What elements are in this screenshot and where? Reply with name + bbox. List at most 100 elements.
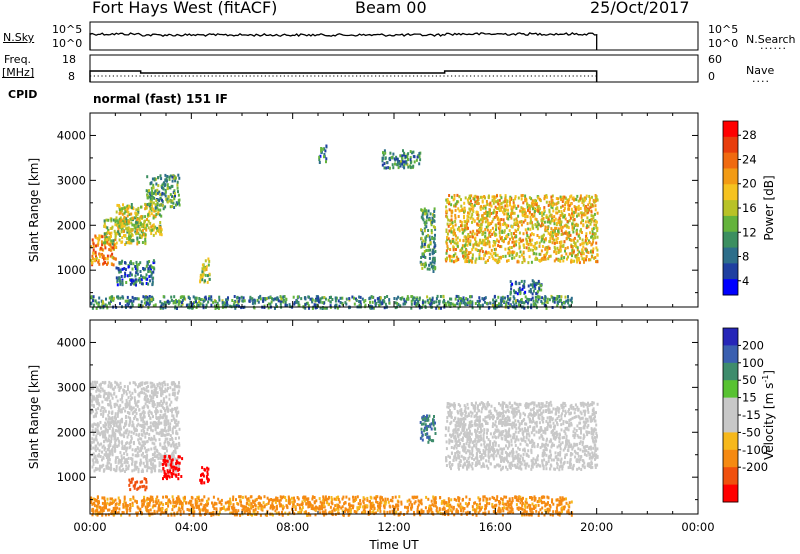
power-cell <box>163 192 166 196</box>
power-cell <box>585 232 588 236</box>
power-cell <box>431 260 434 264</box>
power-cell <box>428 218 431 222</box>
velocity-cell <box>175 466 178 470</box>
power-cell <box>242 299 245 303</box>
power-cell <box>304 303 307 307</box>
power-cell <box>506 235 508 239</box>
power-cell <box>573 205 576 209</box>
power-cell <box>515 217 518 221</box>
power-cell <box>124 299 127 303</box>
velocity-cell <box>550 410 553 414</box>
power-cell <box>384 151 387 155</box>
power-cell <box>513 250 516 254</box>
power-cell <box>511 240 514 244</box>
power-cell <box>491 304 494 307</box>
power-cell <box>543 240 546 244</box>
velocity-cell <box>165 475 168 479</box>
power-cell <box>563 215 565 219</box>
power-cell <box>104 261 107 264</box>
velocity-cell <box>141 485 144 489</box>
power-cell <box>548 214 551 218</box>
power-cell <box>509 292 512 296</box>
power-cell <box>436 294 439 298</box>
velocity-cell <box>108 449 111 453</box>
power-cell <box>497 222 500 226</box>
power-cell <box>476 229 479 233</box>
power-cell <box>393 157 396 161</box>
power-cell <box>410 299 413 303</box>
power-cell <box>131 239 134 243</box>
power-cell <box>502 223 505 226</box>
power-cell <box>580 215 583 219</box>
velocity-cell <box>103 391 106 395</box>
power-cell <box>179 300 182 304</box>
power-cell <box>525 246 528 250</box>
power-cell <box>523 283 526 286</box>
power-cell <box>420 256 423 259</box>
power-cell <box>570 300 573 304</box>
power-cell <box>397 295 400 299</box>
power-cell <box>404 160 407 164</box>
velocity-cell <box>177 441 180 445</box>
power-cell <box>490 212 493 215</box>
power-cell <box>521 207 524 211</box>
power-cell <box>421 301 424 305</box>
velocity-cell <box>150 385 153 389</box>
power-cell <box>544 295 547 299</box>
power-cell <box>388 166 391 170</box>
power-cell <box>378 303 381 307</box>
power-cell <box>154 303 157 307</box>
power-cell <box>100 299 103 303</box>
power-cell <box>308 295 310 299</box>
power-cell <box>95 256 98 260</box>
power-cell <box>151 280 154 284</box>
power-cell <box>477 243 480 247</box>
velocity-cell <box>422 422 425 426</box>
power-cell <box>126 230 129 234</box>
power-cell <box>393 297 396 300</box>
power-cell <box>569 195 572 199</box>
velocity-cell <box>535 430 538 434</box>
power-cell <box>578 261 581 265</box>
velocity-cell <box>166 449 168 453</box>
power-cell <box>540 300 543 303</box>
power-cell <box>412 150 415 154</box>
power-cell <box>324 149 327 153</box>
power-cell <box>305 301 308 305</box>
velocity-cell <box>142 420 145 424</box>
velocity-cell <box>93 469 96 473</box>
power-cell <box>509 203 511 207</box>
power-cell <box>452 248 455 252</box>
power-cell <box>557 201 560 204</box>
power-cell <box>596 253 599 257</box>
velocity-cell <box>133 388 136 392</box>
power-cell <box>498 222 501 225</box>
power-cell <box>424 223 427 227</box>
velocity-cell <box>108 444 111 448</box>
power-cell <box>535 208 537 212</box>
power-cell <box>554 297 557 301</box>
power-cell <box>265 297 268 300</box>
power-cell <box>525 242 528 246</box>
power-cell <box>420 263 423 267</box>
power-cell <box>401 154 404 158</box>
power-cell <box>96 243 99 247</box>
power-cell <box>446 198 449 201</box>
power-cell <box>582 213 585 217</box>
velocity-cell <box>141 423 144 427</box>
power-region <box>318 144 328 164</box>
power-cell <box>574 223 577 227</box>
power-cell <box>540 239 543 243</box>
velocity-cell <box>164 437 167 441</box>
power-cell <box>559 245 562 249</box>
power-cell <box>323 155 325 159</box>
velocity-cell <box>138 408 141 412</box>
power-cell <box>542 257 545 261</box>
power-cell <box>553 300 556 304</box>
power-cell <box>122 206 125 210</box>
power-cell <box>151 177 154 181</box>
power-cell <box>127 265 130 269</box>
power-cell <box>140 303 143 307</box>
power-cell <box>143 226 146 230</box>
velocity-cell <box>427 436 430 440</box>
